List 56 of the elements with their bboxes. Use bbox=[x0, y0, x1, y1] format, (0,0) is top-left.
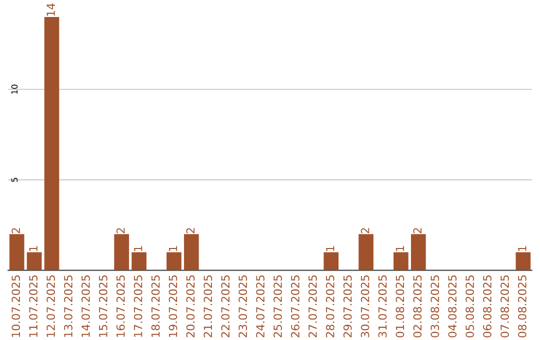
bar bbox=[394, 252, 408, 270]
x-tick-label: 07.08.2025 bbox=[500, 275, 509, 338]
x-tick-label: 29.07.2025 bbox=[343, 275, 352, 338]
bar bbox=[324, 252, 339, 270]
x-tick-label: 21.07.2025 bbox=[204, 275, 212, 338]
x-tick-label: 10.07.2025 bbox=[12, 275, 20, 337]
bar bbox=[516, 252, 531, 270]
x-tick-label: 16.07.2025 bbox=[116, 275, 125, 337]
data-label: 2 bbox=[12, 228, 20, 234]
y-tick-label: 5 bbox=[11, 178, 18, 182]
x-tick-label: 31.07.2025 bbox=[378, 275, 387, 338]
bar bbox=[9, 234, 24, 270]
x-tick-label: 08.08.2025 bbox=[518, 275, 526, 338]
x-tick-label: 14.07.2025 bbox=[81, 275, 90, 337]
x-tick-label: 06.08.2025 bbox=[483, 275, 492, 338]
bar bbox=[26, 252, 42, 270]
x-tick-label: 03.08.2025 bbox=[430, 275, 440, 338]
x-tick-label: 04.08.2025 bbox=[448, 275, 457, 338]
x-tick-label: 18.07.2025 bbox=[151, 275, 160, 337]
bar bbox=[184, 234, 199, 270]
bar bbox=[44, 17, 60, 270]
data-label: 1 bbox=[168, 246, 178, 251]
x-tick-label: 15.07.2025 bbox=[98, 275, 108, 337]
x-tick-label: 25.07.2025 bbox=[274, 275, 282, 338]
x-tick-label: 19.07.2025 bbox=[168, 275, 178, 337]
bar bbox=[410, 234, 426, 270]
data-label: 1 bbox=[396, 246, 404, 251]
data-label: 2 bbox=[186, 228, 194, 234]
x-tick-label: 28.07.2025 bbox=[326, 275, 334, 338]
x-tick-label: 01.08.2025 bbox=[396, 275, 404, 338]
x-tick-label: 24.07.2025 bbox=[256, 275, 264, 338]
data-label: 1 bbox=[326, 246, 334, 251]
x-tick-label: 11.07.2025 bbox=[29, 275, 38, 337]
data-label: 2 bbox=[116, 228, 125, 234]
x-tick-label: 02.08.2025 bbox=[413, 275, 422, 338]
y-tick-label: 10 bbox=[11, 84, 18, 94]
bar bbox=[166, 252, 182, 270]
x-tick-label: 20.07.2025 bbox=[186, 275, 195, 338]
x-tick-label: 05.08.2025 bbox=[466, 275, 474, 338]
x-tick-label: 13.07.2025 bbox=[64, 275, 72, 337]
data-label: 14 bbox=[46, 3, 55, 16]
x-tick-label: 26.07.2025 bbox=[291, 275, 300, 338]
data-label: 1 bbox=[29, 246, 38, 251]
x-tick-label: 30.07.2025 bbox=[360, 275, 370, 338]
bar bbox=[358, 234, 374, 270]
x-tick-label: 27.07.2025 bbox=[308, 275, 317, 338]
data-label: 1 bbox=[134, 246, 142, 251]
bar bbox=[114, 234, 130, 270]
data-label: 1 bbox=[518, 246, 526, 251]
x-tick-label: 22.07.2025 bbox=[221, 275, 230, 338]
bar bbox=[132, 252, 146, 270]
x-tick-label: 12.07.2025 bbox=[46, 275, 55, 337]
data-label: 2 bbox=[360, 228, 370, 234]
x-tick-label: 17.07.2025 bbox=[134, 275, 142, 337]
x-tick-label: 23.07.2025 bbox=[238, 275, 248, 338]
data-label: 2 bbox=[413, 228, 422, 234]
